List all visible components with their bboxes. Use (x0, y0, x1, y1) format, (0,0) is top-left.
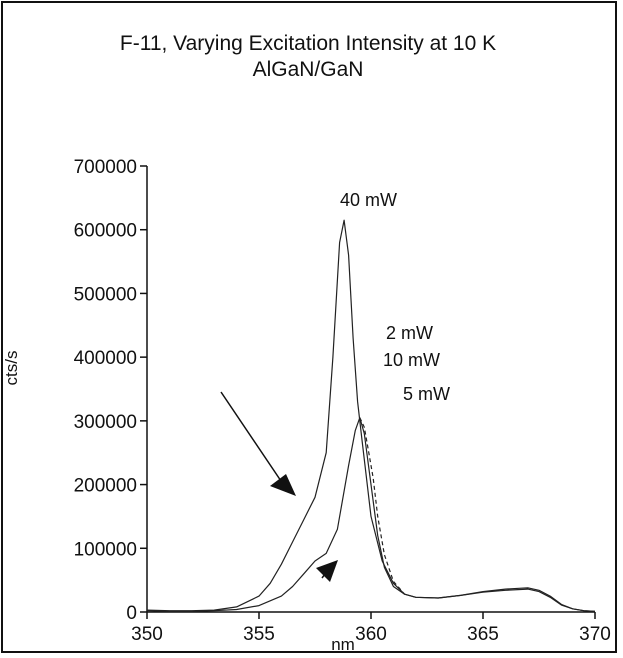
x-tick-label: 350 (131, 624, 163, 645)
arrow-head-upper (270, 474, 296, 496)
x-tick-label: 370 (579, 624, 611, 645)
x-ticks: 350 355 360 365 370 (131, 612, 611, 645)
x-tick-label: 365 (467, 624, 499, 645)
chart-title: F-11, Varying Excitation Intensity at 10… (119, 32, 497, 55)
y-tick-label: 500000 (74, 284, 137, 305)
y-tick-label: 600000 (74, 221, 137, 242)
y-tick-label: 400000 (74, 348, 137, 369)
label-2mw: 2 mW (386, 323, 433, 343)
y-tick-label: 700000 (74, 157, 137, 178)
label-10mw: 10 mW (383, 350, 440, 370)
series-line-10-mw (359, 417, 406, 595)
arrow-shaft-upper (220, 391, 282, 482)
annotation-arrows (220, 391, 338, 582)
x-tick-label: 360 (355, 624, 387, 645)
label-40mw: 40 mW (340, 190, 397, 210)
y-ticks: 0 100000 200000 300000 400000 500000 600000 700… (74, 157, 147, 624)
series-layer (146, 219, 596, 612)
y-axis-title: cts/s (2, 351, 21, 386)
chart-subtitle: AlGaN/GaN (252, 58, 364, 81)
label-5mw: 5 mW (403, 384, 450, 404)
y-tick-label: 0 (126, 603, 137, 624)
y-tick-label: 300000 (74, 412, 137, 433)
x-axis-title: nm (331, 635, 355, 654)
y-tick-label: 100000 (74, 539, 137, 560)
y-tick-label: 200000 (74, 476, 137, 497)
x-tick-label: 355 (243, 624, 275, 645)
chart-frame (1, 1, 617, 653)
series-line-40-mw (146, 219, 596, 612)
series-line-5-mw (146, 417, 596, 612)
arrow-head-lower (316, 560, 338, 582)
